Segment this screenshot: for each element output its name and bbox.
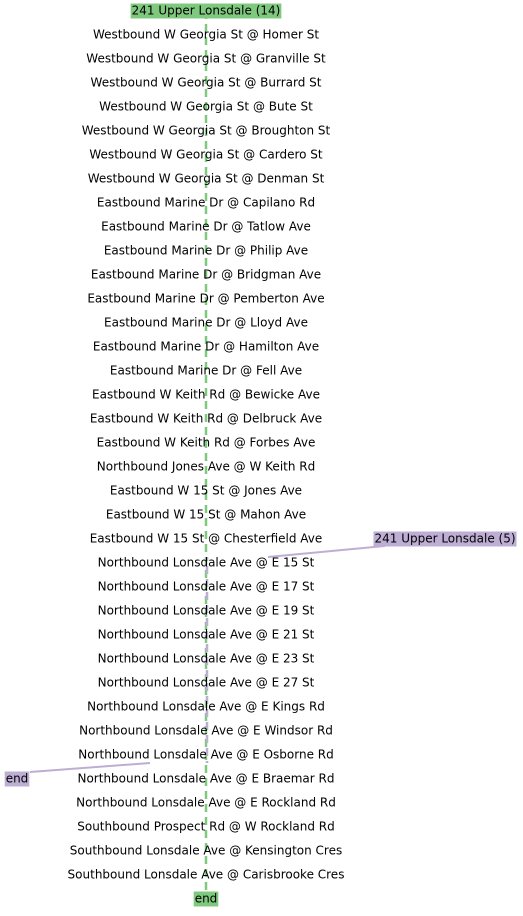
route-start-box	[130, 3, 282, 19]
stop-label: Westbound W Georgia St @ Denman St	[88, 172, 325, 186]
stop-label: Eastbound Marine Dr @ Tatlow Ave	[101, 220, 311, 234]
route-end-box	[4, 771, 30, 787]
stop-label: Northbound Lonsdale Ave @ E 27 St	[98, 676, 315, 690]
stop-label: Westbound W Georgia St @ Broughton St	[82, 124, 331, 138]
stop-label: Eastbound W 15 St @ Jones Ave	[110, 484, 302, 498]
route-end: end	[195, 892, 218, 906]
stop-label: Northbound Lonsdale Ave @ E Windsor Rd	[79, 724, 333, 738]
stop-label: Eastbound W Keith Rd @ Bewicke Ave	[92, 388, 320, 402]
stop-label: Eastbound W 15 St @ Chesterfield Ave	[90, 532, 323, 546]
stop-label: Eastbound Marine Dr @ Capilano Rd	[97, 196, 315, 210]
stop-label: Westbound W Georgia St @ Granville St	[86, 52, 326, 66]
stop-label: Eastbound Marine Dr @ Bridgman Ave	[91, 268, 321, 282]
stop-label: Westbound W Georgia St @ Burrard St	[91, 76, 322, 90]
route-end: end	[6, 772, 29, 786]
stop-label: Northbound Lonsdale Ave @ E 15 St	[98, 556, 315, 570]
stop-label: Northbound Lonsdale Ave @ E Kings Rd	[87, 700, 325, 714]
stop-label: Eastbound Marine Dr @ Lloyd Ave	[104, 316, 308, 330]
route-start: 241 Upper Lonsdale (14)	[132, 4, 281, 18]
stop-label: Northbound Lonsdale Ave @ E Braemar Rd	[77, 772, 334, 786]
route-5-end-link	[29, 762, 151, 773]
edges	[29, 11, 386, 898]
stop-label: Northbound Lonsdale Ave @ E 21 St	[98, 628, 315, 642]
stop-label: Northbound Lonsdale Ave @ E Osborne Rd	[78, 748, 334, 762]
stop-label: Westbound W Georgia St @ Homer St	[93, 28, 319, 42]
stop-label: Northbound Jones Ave @ W Keith Rd	[97, 460, 315, 474]
stop-label: Eastbound Marine Dr @ Fell Ave	[110, 364, 302, 378]
stop-label: Westbound W Georgia St @ Cardero St	[89, 148, 322, 162]
stop-label: Eastbound Marine Dr @ Hamilton Ave	[93, 340, 319, 354]
nodes: Westbound W Georgia St @ Homer St Westbou…	[4, 3, 517, 907]
stop-label: Eastbound W 15 St @ Mahon Ave	[106, 508, 306, 522]
stop-label: Southbound Lonsdale Ave @ Kensington Cre…	[70, 844, 343, 858]
stop-label: Eastbound Marine Dr @ Pemberton Ave	[87, 292, 324, 306]
route-end-box	[193, 891, 219, 907]
stop-label: Northbound Lonsdale Ave @ E 23 St	[98, 652, 315, 666]
stop-label: Northbound Lonsdale Ave @ E 19 St	[98, 604, 315, 618]
route-start-box	[373, 531, 517, 547]
stop-label: Southbound Prospect Rd @ W Rockland Rd	[77, 820, 335, 834]
stop-label: Eastbound W Keith Rd @ Forbes Ave	[97, 436, 316, 450]
stop-label: Southbound Lonsdale Ave @ Carisbrooke Cr…	[68, 868, 345, 882]
stop-label: Northbound Lonsdale Ave @ E Rockland Rd	[76, 796, 336, 810]
stop-label: Northbound Lonsdale Ave @ E 17 St	[98, 580, 315, 594]
stop-label: Eastbound Marine Dr @ Philip Ave	[104, 244, 308, 258]
route-5-start-link	[267, 545, 386, 558]
stop-label: Eastbound W Keith Rd @ Delbruck Ave	[90, 412, 322, 426]
stop-label: Westbound W Georgia St @ Bute St	[99, 100, 313, 114]
route-start: 241 Upper Lonsdale (5)	[374, 532, 515, 546]
